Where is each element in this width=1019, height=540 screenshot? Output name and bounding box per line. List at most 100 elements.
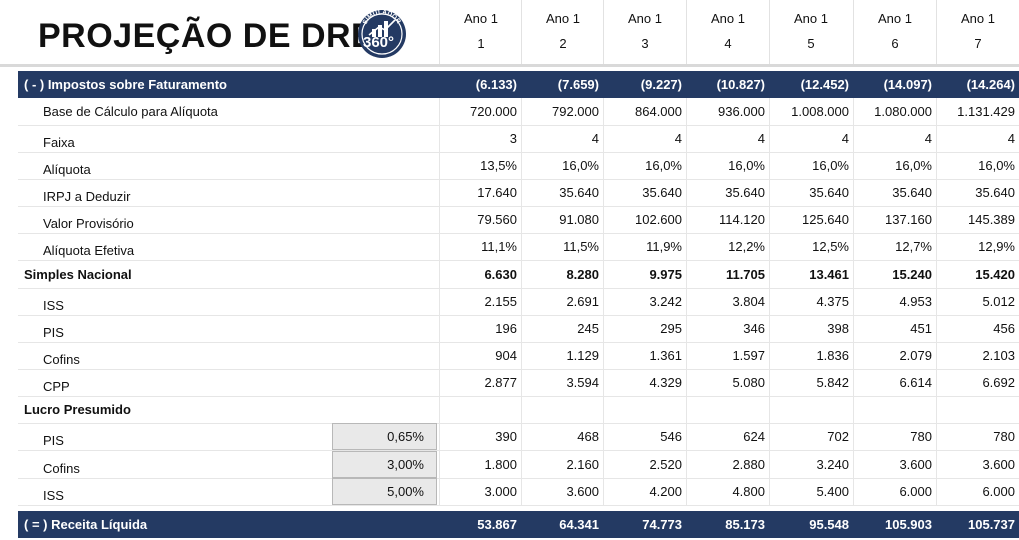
grid-line — [439, 451, 440, 478]
grid-line — [521, 152, 522, 179]
table-cell: 6.630 — [484, 267, 517, 282]
grid-line — [936, 478, 937, 505]
table-cell: 35.640 — [892, 185, 932, 200]
grid-line — [686, 369, 687, 396]
grid-line — [439, 315, 440, 342]
table-row-lp-iss: ISS 5,00% 3.000 3.600 4.200 4.800 5.400 6.000 6.… — [18, 478, 1019, 506]
grid-line — [936, 451, 937, 478]
grid-line — [603, 98, 604, 125]
table-cell: 546 — [660, 429, 682, 444]
grid-line — [686, 423, 687, 450]
row-label: ISS — [43, 488, 64, 503]
table-cell: 8.280 — [566, 267, 599, 282]
table-cell: 346 — [743, 321, 765, 336]
grid-line — [853, 125, 854, 152]
table-cell: 3.600 — [982, 457, 1015, 472]
table-row-cpp: CPP 2.877 3.594 4.329 5.080 5.842 6.614 6.692 — [18, 369, 1019, 397]
table-cell: 17.640 — [477, 185, 517, 200]
row-label: Cofins — [43, 461, 80, 476]
table-cell: 145.389 — [968, 212, 1015, 227]
grid-line — [769, 478, 770, 505]
table-cell: 15.420 — [975, 267, 1015, 282]
grid-line — [603, 423, 604, 450]
grid-line — [603, 261, 604, 288]
table-cell: 9.975 — [649, 267, 682, 282]
grid-line — [686, 261, 687, 288]
table-cell: 4.329 — [649, 375, 682, 390]
table-cell: (7.659) — [557, 77, 599, 92]
grid-line — [853, 98, 854, 125]
grid-line — [936, 125, 937, 152]
grid-line — [936, 396, 937, 423]
row-label: Valor Provisório — [43, 216, 134, 231]
table-cell: 4 — [674, 131, 682, 146]
table-row-pis: PIS 196 245 295 346 398 451 456 — [18, 315, 1019, 343]
table-row-lp-pis: PIS 0,65% 390 468 546 624 702 780 780 — [18, 423, 1019, 451]
table-cell: 95.548 — [809, 517, 849, 532]
table-cell: 16,0% — [978, 158, 1015, 173]
row-label: IRPJ a Deduzir — [43, 189, 131, 204]
grid-line — [603, 451, 604, 478]
table-cell: 16,0% — [645, 158, 682, 173]
grid-line — [769, 288, 770, 315]
grid-line — [769, 98, 770, 125]
grid-line — [439, 288, 440, 315]
table-cell: 16,0% — [812, 158, 849, 173]
table-cell: 295 — [660, 321, 682, 336]
grid-line — [603, 369, 604, 396]
table-cell: 64.341 — [559, 517, 599, 532]
table-cell: 74.773 — [642, 517, 682, 532]
rate-input[interactable]: 0,65% — [332, 423, 437, 450]
table-cell: 85.173 — [725, 517, 765, 532]
table-cell: (14.264) — [966, 77, 1015, 92]
grid-line — [603, 396, 604, 423]
table-cell: 102.600 — [635, 212, 682, 227]
grid-line — [603, 342, 604, 369]
table-cell: 16,0% — [895, 158, 932, 173]
table-cell: 451 — [910, 321, 932, 336]
table-cell: 780 — [910, 429, 932, 444]
table-row-cofins: Cofins 904 1.129 1.361 1.597 1.836 2.079 2.103 — [18, 342, 1019, 370]
grid-line — [521, 342, 522, 369]
table-cell: 4 — [757, 131, 765, 146]
table-cell: 1.008.000 — [791, 104, 849, 119]
table-cell: (6.133) — [475, 77, 517, 92]
grid-line — [521, 261, 522, 288]
grid-line — [769, 423, 770, 450]
table-cell: 11,1% — [481, 239, 517, 254]
grid-line — [686, 478, 687, 505]
table-cell: 780 — [993, 429, 1015, 444]
table-cell: 16,0% — [562, 158, 599, 173]
rate-input[interactable]: 5,00% — [332, 478, 437, 505]
table-cell: 3.240 — [816, 457, 849, 472]
grid-line — [853, 261, 854, 288]
table-cell: 4.375 — [816, 294, 849, 309]
table-cell: 2.079 — [899, 348, 932, 363]
table-cell: 12,2% — [728, 239, 765, 254]
grid-line — [769, 315, 770, 342]
table-cell: 936.000 — [718, 104, 765, 119]
table-cell: 3.804 — [732, 294, 765, 309]
table-row-iss: ISS 2.155 2.691 3.242 3.804 4.375 4.953 5.012 — [18, 288, 1019, 316]
table-cell: 5.012 — [982, 294, 1015, 309]
grid-line — [769, 125, 770, 152]
rate-input[interactable]: 3,00% — [332, 451, 437, 478]
grid-line — [603, 315, 604, 342]
table-cell: 5.080 — [732, 375, 765, 390]
grid-line — [936, 423, 937, 450]
grid-line — [686, 179, 687, 206]
grid-line — [769, 261, 770, 288]
grid-line — [936, 206, 937, 233]
row-label: ( = ) Receita Líquida — [24, 517, 148, 532]
grid-line — [603, 288, 604, 315]
grid-line — [439, 342, 440, 369]
grid-line — [439, 125, 440, 152]
grid-line — [521, 206, 522, 233]
grid-line — [853, 179, 854, 206]
grid-line — [853, 478, 854, 505]
table-cell: 1.597 — [732, 348, 765, 363]
grid-line — [853, 423, 854, 450]
table-cell: 2.877 — [484, 375, 517, 390]
